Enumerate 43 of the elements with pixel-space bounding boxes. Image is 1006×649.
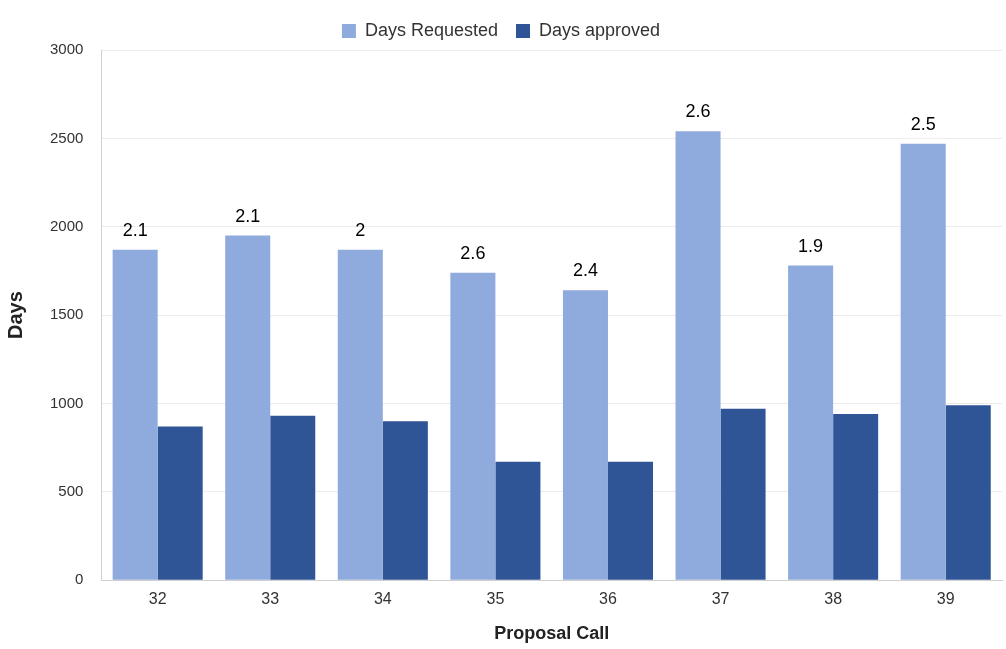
bar	[495, 461, 541, 580]
bar	[157, 426, 203, 580]
bar	[562, 290, 608, 580]
y-tick-label: 0	[75, 570, 84, 588]
annotation: 2.5	[910, 113, 936, 134]
annotation: 2.6	[685, 101, 711, 122]
y-axis-title: Days	[3, 291, 26, 340]
bar	[270, 415, 316, 580]
bar	[788, 265, 834, 580]
x-axis-title: Proposal Call	[494, 623, 610, 644]
y-tick-label: 2000	[49, 216, 84, 234]
bar	[112, 249, 158, 580]
bar	[675, 131, 721, 580]
x-tick-label: 33	[261, 590, 280, 608]
legend-label: Days approved	[539, 19, 661, 40]
annotation: 1.9	[798, 235, 824, 256]
bar	[337, 249, 383, 580]
bar	[900, 143, 946, 580]
bar	[720, 408, 766, 580]
bar	[382, 421, 428, 580]
annotation: 2	[355, 219, 366, 240]
annotation: 2.4	[572, 260, 598, 281]
y-tick-label: 1000	[49, 393, 84, 411]
bar	[945, 405, 991, 580]
y-tick-label: 2500	[49, 128, 84, 146]
y-tick-label: 1500	[49, 305, 84, 323]
y-tick-label: 500	[58, 481, 84, 499]
bar	[833, 414, 879, 580]
bar	[450, 272, 496, 580]
x-tick-label: 35	[486, 590, 505, 608]
bar	[607, 461, 654, 580]
annotation: 2.6	[460, 242, 486, 263]
x-tick-label: 36	[599, 590, 617, 608]
annotation: 2.1	[235, 205, 261, 226]
x-tick-label: 34	[373, 590, 392, 608]
annotation: 2.1	[122, 219, 148, 240]
y-tick-label: 3000	[49, 40, 84, 58]
legend-label: Days Requested	[364, 19, 499, 40]
x-tick-label: 38	[824, 590, 843, 608]
x-tick-label: 39	[936, 590, 955, 608]
x-tick-label: 32	[148, 590, 167, 608]
bar	[225, 235, 271, 580]
x-tick-label: 37	[711, 590, 730, 608]
